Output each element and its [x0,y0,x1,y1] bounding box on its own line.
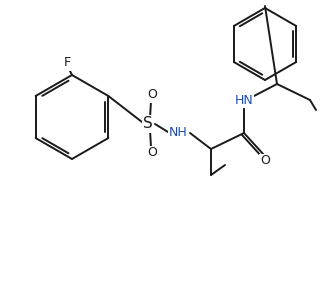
Text: HN: HN [234,93,253,107]
Text: O: O [147,88,157,102]
Text: O: O [147,147,157,159]
Text: S: S [143,117,153,131]
Text: NH: NH [169,126,187,140]
Text: O: O [260,154,270,168]
Text: F: F [63,56,70,69]
